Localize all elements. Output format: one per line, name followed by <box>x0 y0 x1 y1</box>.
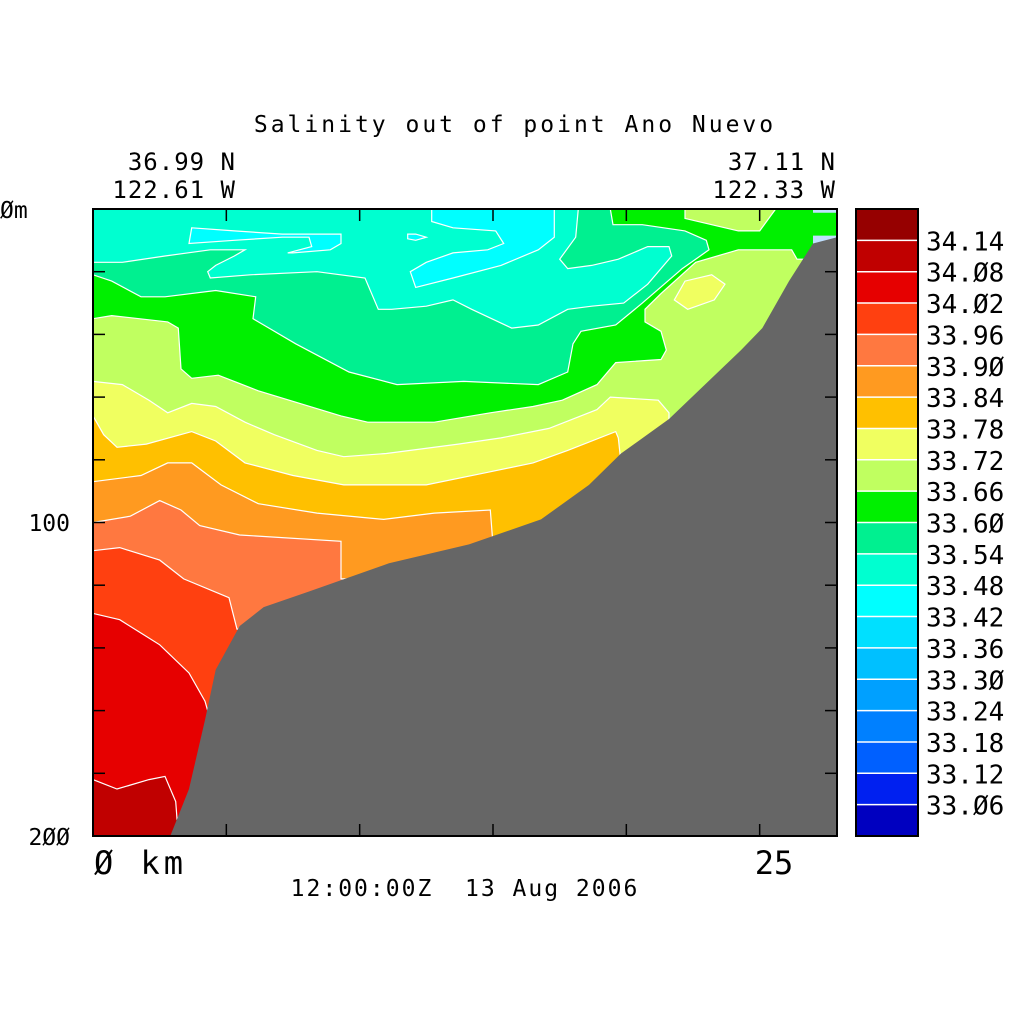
contour-band-33.42-33.48 <box>188 227 342 254</box>
colorbar-label: 33.66 <box>926 478 1004 508</box>
start-lat: 36.99 N <box>128 148 236 176</box>
colorbar-swatch <box>856 209 918 241</box>
colorbar-swatch <box>856 334 918 367</box>
colorbar-swatch <box>856 522 918 555</box>
axis-ticks <box>93 209 837 836</box>
plot-area <box>93 209 837 836</box>
colorbar-label: 33.78 <box>926 415 1004 445</box>
colorbar-label: 33.6Ø <box>926 510 1005 540</box>
colorbar-swatch <box>856 271 918 304</box>
colorbar-swatch <box>856 459 918 492</box>
y-tick-label-top: Øm <box>0 198 28 224</box>
colorbar-label: 33.96 <box>926 321 1004 351</box>
colorbar-swatch <box>856 585 918 618</box>
plot-frame <box>92 208 838 837</box>
colorbar-swatch <box>856 647 918 680</box>
colorbar-swatch <box>856 773 918 806</box>
bathymetry-seafloor <box>170 237 837 836</box>
colorbar-label: 34.Ø8 <box>926 259 1004 289</box>
colorbar-swatch <box>856 397 918 429</box>
colorbar-swatch <box>856 616 918 649</box>
end-lat: 37.11 N <box>728 148 836 176</box>
contour-band-33.72-33.78 <box>673 274 726 310</box>
colorbar-swatch <box>856 679 918 712</box>
colorbar-label: 33.12 <box>926 760 1004 790</box>
colorbar-swatch <box>856 804 918 837</box>
contour-band-34.08-34.14 <box>93 775 179 836</box>
colorbar-label: 33.36 <box>926 635 1004 665</box>
colorbar-swatch <box>856 491 918 523</box>
x-tick-label-start: Ø km <box>94 844 187 882</box>
colorbar: 34.1434.Ø834.Ø233.9633.9Ø33.8433.7833.72… <box>855 208 1005 837</box>
colorbar-swatch <box>856 240 918 273</box>
start-lon: 122.61 W <box>112 176 236 204</box>
colorbar-label: 33.24 <box>926 698 1004 728</box>
colorbar-label: 34.14 <box>926 227 1004 257</box>
timestamp: 12:00:00Z 13 Aug 2006 <box>291 876 640 902</box>
contour-band-33.66-33.72 <box>684 209 777 232</box>
colorbar-swatch <box>856 428 918 461</box>
colorbar-label: 33.84 <box>926 384 1004 414</box>
y-tick-label-200: 2ØØ <box>28 825 70 851</box>
colorbar-label: 33.Ø6 <box>926 792 1004 822</box>
colorbar-swatch <box>856 741 918 774</box>
y-tick-label-100: 100 <box>28 511 70 537</box>
colorbar-label: 33.42 <box>926 604 1004 634</box>
colorbar-swatch <box>856 710 918 743</box>
end-lon: 122.33 W <box>712 176 836 204</box>
colorbar-label: 33.3Ø <box>926 666 1005 696</box>
contour-band-33.42-33.48 <box>407 233 429 241</box>
colorbar-frame <box>855 208 919 837</box>
colorbar-swatch <box>856 303 918 335</box>
colorbar-label: 34.Ø2 <box>926 290 1004 320</box>
chart-title: Salinity out of point Ano Nuevo <box>254 112 776 138</box>
colorbar-label: 33.48 <box>926 572 1004 602</box>
contour-band-33.42-33.48 <box>409 209 555 289</box>
colorbar-label: 33.18 <box>926 729 1004 759</box>
colorbar-label: 33.9Ø <box>926 353 1005 383</box>
colorbar-label: 33.54 <box>926 541 1004 571</box>
colorbar-swatch <box>856 365 918 398</box>
colorbar-swatch <box>856 553 918 586</box>
colorbar-label: 33.72 <box>926 447 1004 477</box>
x-tick-label-25: 25 <box>755 844 794 882</box>
